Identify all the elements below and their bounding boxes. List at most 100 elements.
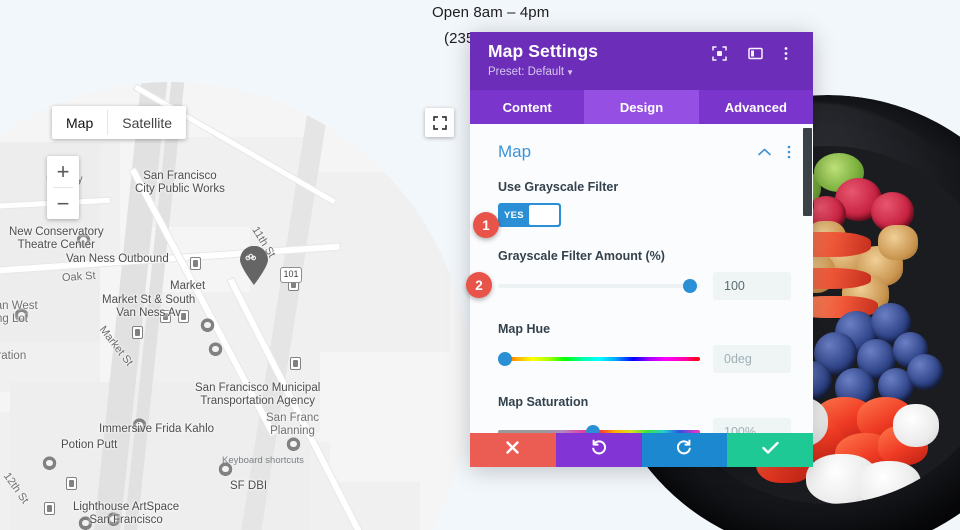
preset-selector[interactable]: Preset: Default ▼ (488, 66, 799, 78)
slider-row: 100% (498, 418, 791, 433)
redo-button[interactable] (641, 433, 728, 467)
slider-row: 0deg (498, 345, 791, 373)
field-label: Map Hue (498, 322, 551, 336)
focus-target-icon[interactable] (712, 46, 727, 61)
map-label: SF DBI (230, 480, 268, 492)
map-poi-pin[interactable] (208, 342, 223, 362)
slider-knob[interactable] (682, 279, 697, 293)
redo-arrow-icon (676, 439, 693, 461)
layout-columns-icon[interactable] (748, 46, 763, 61)
section-title: Map (498, 142, 532, 161)
chevron-down-icon: ▼ (566, 68, 574, 77)
map-type-map[interactable]: Map (66, 114, 94, 131)
map-poi-pin[interactable] (132, 418, 147, 438)
map-zoom-controls[interactable]: + − (47, 156, 79, 219)
undo-arrow-icon (590, 439, 607, 461)
modal-action-bar (470, 433, 813, 467)
business-hours-text: Open 8am – 4pm (432, 4, 550, 21)
toggle-state-label: YES (504, 209, 524, 221)
map-label: American West Parking Lot (0, 300, 38, 325)
map-label: Market (170, 280, 206, 292)
transit-stop-icon (44, 502, 55, 515)
grayscale-amount-slider[interactable] (498, 279, 700, 293)
field-map-saturation: Map Saturation 100% (498, 395, 791, 433)
modal-header-icons (712, 46, 799, 61)
field-map-hue: Map Hue 0deg (498, 322, 791, 373)
callout-badge-1: 1 (473, 212, 499, 238)
map-label: Market St & South Van Ness Av (102, 294, 196, 319)
slider-knob[interactable] (585, 425, 600, 433)
field-label: Map Saturation (498, 395, 589, 409)
transit-stop-icon (290, 357, 301, 370)
map-label: San Franc Planning (266, 412, 320, 437)
cancel-button[interactable] (470, 433, 556, 467)
map-poi-pin[interactable] (106, 512, 121, 530)
map-type-toggle[interactable]: Map Satellite (52, 106, 187, 139)
field-use-grayscale-filter: Use Grayscale Filter YES (498, 180, 791, 227)
map-label: San Francisco Municipal Transportation A… (195, 382, 321, 407)
slider-track (498, 284, 700, 288)
slider-row: 100 (498, 272, 791, 300)
grayscale-toggle[interactable]: YES (498, 203, 561, 227)
map-type-satellite[interactable]: Satellite (122, 114, 173, 131)
map-poi-pin[interactable] (78, 516, 93, 530)
map-label: Potion Putt (61, 439, 118, 451)
zoom-in-button[interactable]: + (56, 158, 70, 184)
modal-tab-bar: Content Design Advanced (470, 90, 813, 124)
tab-content[interactable]: Content (470, 90, 585, 124)
field-grayscale-amount: Grayscale Filter Amount (%) 100 (498, 249, 791, 300)
map-marker-pin[interactable] (239, 245, 269, 286)
map-type-divider (107, 110, 109, 135)
transit-stop-icon (190, 257, 201, 270)
bowl-gran-piece (878, 224, 918, 261)
map-label: Lighthouse ArtSpace San Francisco (73, 501, 180, 526)
toggle-knob[interactable] (528, 205, 559, 225)
settings-panel-body: Map Use Grayscale Filter (470, 124, 813, 433)
modal-title: Map Settings (488, 41, 599, 61)
bowl-coco-piece (892, 403, 940, 447)
map-label: Oak St (61, 269, 96, 285)
map-section-header[interactable]: Map (498, 142, 791, 162)
grayscale-amount-value[interactable]: 100 (713, 272, 791, 300)
section-more-icon[interactable] (787, 145, 791, 159)
map-settings-modal: Map Settings Preset: Default ▼ (470, 32, 813, 467)
zoom-out-button[interactable]: − (56, 190, 70, 216)
map-poi-pin[interactable] (76, 233, 91, 253)
save-button[interactable] (727, 433, 813, 467)
transit-stop-icon (178, 310, 189, 323)
bowl-coco-piece (856, 461, 922, 505)
map-geometry (0, 82, 470, 530)
transit-stop-icon (160, 310, 171, 323)
field-label: Grayscale Filter Amount (%) (498, 249, 665, 263)
map-label: Star Park Corporation (0, 350, 27, 362)
transit-stop-icon (132, 326, 143, 339)
map-saturation-value[interactable]: 100% (713, 418, 791, 433)
callout-badge-2: 2 (466, 272, 492, 298)
map-poi-pin[interactable] (218, 462, 233, 482)
tab-advanced[interactable]: Advanced (698, 90, 813, 124)
map-poi-pin[interactable] (286, 437, 301, 457)
map-hue-slider[interactable] (498, 352, 700, 366)
panel-scrollbar[interactable] (803, 128, 812, 216)
map-hue-value[interactable]: 0deg (713, 345, 791, 373)
vertical-dots-icon[interactable] (784, 46, 799, 61)
field-label: Use Grayscale Filter (498, 180, 619, 194)
map-canvas[interactable]: HickorySan Francisco City Public WorksNe… (0, 82, 470, 530)
bowl-blue-piece (906, 353, 943, 390)
undo-button[interactable] (555, 433, 642, 467)
map-saturation-slider[interactable] (498, 425, 700, 433)
map-label: Immersive Frida Kahlo (99, 423, 215, 435)
tab-design[interactable]: Design (584, 90, 699, 124)
map-poi-pin[interactable] (14, 308, 29, 328)
map-poi-pin[interactable] (42, 456, 57, 476)
fullscreen-icon[interactable] (425, 108, 454, 137)
checkmark-icon (761, 441, 779, 460)
preset-label: Preset: Default (488, 66, 565, 78)
slider-track (498, 357, 700, 361)
map-label: San Francisco City Public Works (135, 170, 225, 195)
slider-knob[interactable] (498, 352, 512, 366)
keyboard-shortcuts-label[interactable]: Keyboard shortcuts (222, 455, 304, 466)
map-poi-pin[interactable] (200, 318, 215, 338)
chevron-up-icon[interactable] (758, 148, 771, 156)
